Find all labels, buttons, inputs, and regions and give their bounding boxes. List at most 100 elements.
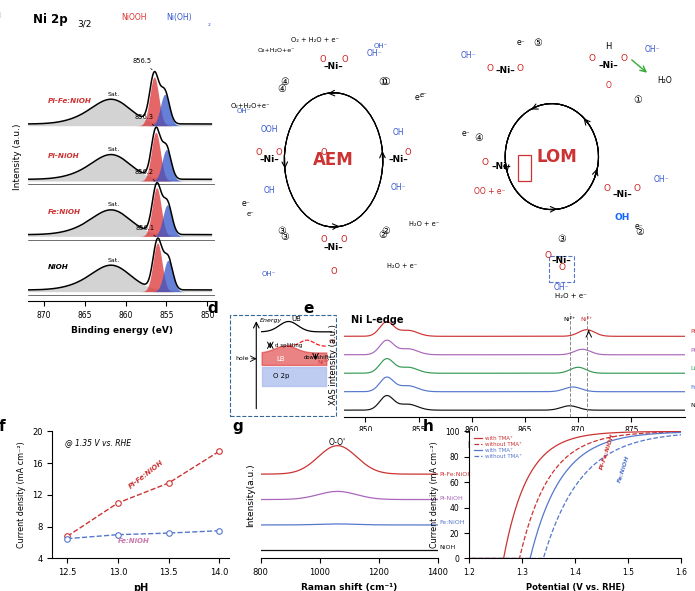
Text: ④: ④ xyxy=(280,77,288,87)
Text: –Ni–: –Ni– xyxy=(496,66,515,75)
Text: OH: OH xyxy=(392,128,404,137)
Text: Sat.: Sat. xyxy=(107,203,120,207)
Text: Fe:NiOH: Fe:NiOH xyxy=(118,538,150,544)
Text: OOH: OOH xyxy=(261,125,278,134)
Text: AEM: AEM xyxy=(313,151,354,169)
Text: LB: LB xyxy=(277,356,286,362)
Text: OH⁻: OH⁻ xyxy=(373,43,388,49)
Text: ④: ④ xyxy=(277,84,286,94)
Text: ₂: ₂ xyxy=(207,21,211,27)
Text: –Ni–: –Ni– xyxy=(612,190,632,199)
Text: 3/2: 3/2 xyxy=(78,19,92,28)
Text: OH: OH xyxy=(263,186,275,194)
Text: O: O xyxy=(589,54,596,63)
Text: NiOH: NiOH xyxy=(439,545,456,550)
Text: ②: ② xyxy=(379,230,387,240)
Text: ④: ④ xyxy=(475,132,483,142)
Text: O: O xyxy=(320,54,326,64)
X-axis label: Raman shift (cm⁻¹): Raman shift (cm⁻¹) xyxy=(301,583,398,591)
Y-axis label: Current density (mA cm⁻²): Current density (mA cm⁻²) xyxy=(17,441,26,548)
Text: O: O xyxy=(341,235,347,245)
Text: OH⁻: OH⁻ xyxy=(367,50,382,59)
Text: H₂O + e⁻: H₂O + e⁻ xyxy=(386,263,417,269)
Text: O 2p: O 2p xyxy=(273,374,289,379)
Text: Fe:NiOH: Fe:NiOH xyxy=(48,209,81,215)
Text: Pi-Fe:NiOH: Pi-Fe:NiOH xyxy=(48,98,92,104)
Text: H₂O + e⁻: H₂O + e⁻ xyxy=(409,222,439,228)
X-axis label: pH: pH xyxy=(133,583,148,591)
Text: –Ni–: –Ni– xyxy=(389,155,408,164)
Text: OO + e⁻: OO + e⁻ xyxy=(474,187,505,196)
Text: O₂+H₂O+e⁻: O₂+H₂O+e⁻ xyxy=(231,103,270,109)
Text: Fe:NiOH: Fe:NiOH xyxy=(439,521,465,525)
X-axis label: Potential (V vs. RHE): Potential (V vs. RHE) xyxy=(525,583,625,591)
Text: O: O xyxy=(621,54,628,63)
Text: e: e xyxy=(303,301,313,316)
Text: NiOH: NiOH xyxy=(48,264,69,270)
Text: O: O xyxy=(486,64,493,73)
Text: downshift: downshift xyxy=(304,355,329,360)
Text: OH: OH xyxy=(614,213,630,222)
Text: Ni²⁺: Ni²⁺ xyxy=(564,317,575,322)
Text: Ni(OH): Ni(OH) xyxy=(167,13,193,22)
Text: O: O xyxy=(320,235,327,245)
Text: O: O xyxy=(545,251,552,259)
Text: Pi-NiOH: Pi-NiOH xyxy=(439,496,463,501)
Text: 856.3: 856.3 xyxy=(134,113,154,125)
Y-axis label: Intensity(a.u.): Intensity(a.u.) xyxy=(246,463,255,527)
Text: H: H xyxy=(605,41,612,51)
Text: O: O xyxy=(330,267,337,276)
Text: O: O xyxy=(482,158,489,167)
Text: –Ni–: –Ni– xyxy=(598,61,618,70)
X-axis label: Photon energy (eV): Photon energy (eV) xyxy=(468,441,561,450)
X-axis label: Binding energy (eV): Binding energy (eV) xyxy=(71,326,172,335)
Text: O: O xyxy=(558,263,565,272)
Text: Pi-Fe:NiOH: Pi-Fe:NiOH xyxy=(439,472,473,476)
Y-axis label: Current density (mA cm⁻²): Current density (mA cm⁻²) xyxy=(430,441,439,548)
Text: ⑤: ⑤ xyxy=(533,38,541,48)
Text: ③: ③ xyxy=(557,233,566,243)
Y-axis label: XAS intensity (a.u.): XAS intensity (a.u.) xyxy=(329,324,338,405)
Text: LiNiO₂: LiNiO₂ xyxy=(690,366,695,371)
Text: O: O xyxy=(404,148,411,157)
Text: OH⁻: OH⁻ xyxy=(554,283,569,292)
Text: Sat.: Sat. xyxy=(107,92,120,97)
Text: O₂: O₂ xyxy=(329,339,336,343)
Text: Fe:NiOH: Fe:NiOH xyxy=(690,385,695,389)
Text: @ 1.35 V vs. RHE: @ 1.35 V vs. RHE xyxy=(65,438,131,447)
Text: Pi-Fe:NiOH: Pi-Fe:NiOH xyxy=(599,433,615,470)
Text: Ni L-edge: Ni L-edge xyxy=(351,316,403,325)
Text: ①: ① xyxy=(633,95,641,105)
Text: –Ni–: –Ni– xyxy=(491,162,511,171)
Text: O: O xyxy=(605,81,611,90)
Text: O: O xyxy=(341,54,348,64)
Text: Ni 2p: Ni 2p xyxy=(33,13,68,26)
Text: –Ni–: –Ni– xyxy=(259,155,279,164)
Text: ①: ① xyxy=(382,77,390,87)
Text: Pi-Fe:NiOH: Pi-Fe:NiOH xyxy=(690,329,695,334)
Text: ③: ③ xyxy=(277,226,286,236)
Text: O: O xyxy=(634,184,641,193)
Text: Pi-NiOH: Pi-NiOH xyxy=(690,348,695,353)
Text: Ni³⁺: Ni³⁺ xyxy=(580,317,593,322)
Text: e⁻: e⁻ xyxy=(420,92,427,98)
Text: OH⁻: OH⁻ xyxy=(654,175,669,184)
Text: 856.1: 856.1 xyxy=(136,225,156,236)
Text: ②: ② xyxy=(382,226,390,236)
Text: 856.2: 856.2 xyxy=(135,169,154,181)
Text: hole: hole xyxy=(236,356,249,361)
Text: –Ni–: –Ni– xyxy=(552,256,571,265)
Text: LOM: LOM xyxy=(537,148,577,165)
Text: Sat.: Sat. xyxy=(107,147,120,152)
Text: H₂O: H₂O xyxy=(657,76,671,85)
Text: Sat.: Sat. xyxy=(107,258,120,263)
Text: ③: ③ xyxy=(280,232,288,242)
Text: OH⁻: OH⁻ xyxy=(644,45,660,54)
Text: e⁻: e⁻ xyxy=(241,199,250,208)
Text: d: d xyxy=(208,301,218,316)
Text: e⁻: e⁻ xyxy=(462,129,471,138)
Text: O₂+H₂O+e⁻: O₂+H₂O+e⁻ xyxy=(258,47,295,53)
Text: g: g xyxy=(232,418,243,434)
Text: h: h xyxy=(423,418,434,434)
Text: OH⁻: OH⁻ xyxy=(460,51,476,60)
